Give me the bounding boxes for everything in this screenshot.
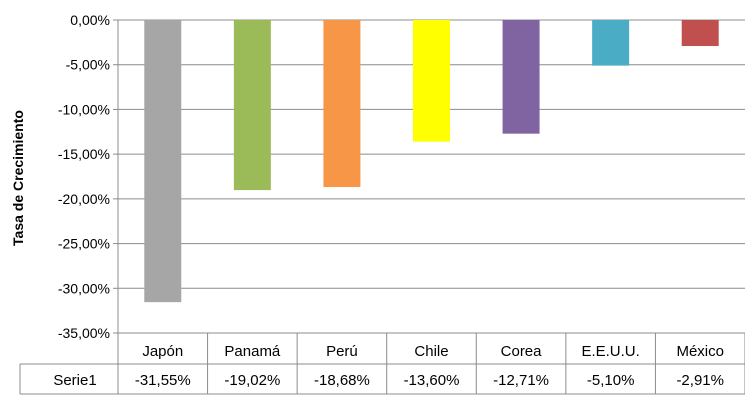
category-label: Japón bbox=[142, 343, 183, 360]
y-tick-label: -30,00% bbox=[58, 280, 110, 296]
y-tick-labels: 0,00% -5,00% -10,00% -15,00% -20,00% -25,00% -… bbox=[58, 12, 110, 341]
data-table: Serie1 Japón -31,55% Panamá -19,02% Perú -18,6… bbox=[19, 333, 745, 395]
y-tick-label: -20,00% bbox=[58, 191, 110, 207]
y-tick-label: 0,00% bbox=[70, 12, 110, 28]
category-label: E.E.U.U. bbox=[581, 343, 639, 360]
y-tick-label: -10,00% bbox=[58, 101, 110, 117]
y-tick-label: -15,00% bbox=[58, 146, 110, 162]
bar-e-e-u-u- bbox=[592, 20, 630, 66]
y-tick-label: -5,00% bbox=[66, 57, 110, 73]
y-tick-label: -35,00% bbox=[58, 325, 110, 341]
table-value: -2,91% bbox=[676, 372, 724, 389]
table-value: -18,68% bbox=[314, 372, 370, 389]
table-value: -31,55% bbox=[135, 372, 191, 389]
table-value: -19,02% bbox=[224, 372, 280, 389]
category-label: México bbox=[676, 343, 724, 360]
category-label: Panamá bbox=[224, 343, 281, 360]
bar-chile bbox=[413, 20, 450, 142]
table-series-name: Serie1 bbox=[53, 372, 96, 389]
bar-corea bbox=[502, 20, 540, 134]
y-tick-label: -25,00% bbox=[58, 236, 110, 252]
bars bbox=[144, 20, 719, 303]
bar-per- bbox=[323, 20, 361, 188]
category-label: Corea bbox=[501, 343, 543, 360]
table-value: -12,71% bbox=[493, 372, 549, 389]
category-label: Chile bbox=[414, 343, 448, 360]
y-axis-title: Tasa de Crecimiento bbox=[10, 110, 26, 246]
table-value: -5,10% bbox=[587, 372, 635, 389]
category-label: Perú bbox=[326, 343, 358, 360]
bar-jap-n bbox=[144, 20, 182, 303]
bar-m-xico bbox=[681, 20, 719, 47]
bar-panam- bbox=[233, 20, 271, 191]
table-value: -13,60% bbox=[404, 372, 460, 389]
